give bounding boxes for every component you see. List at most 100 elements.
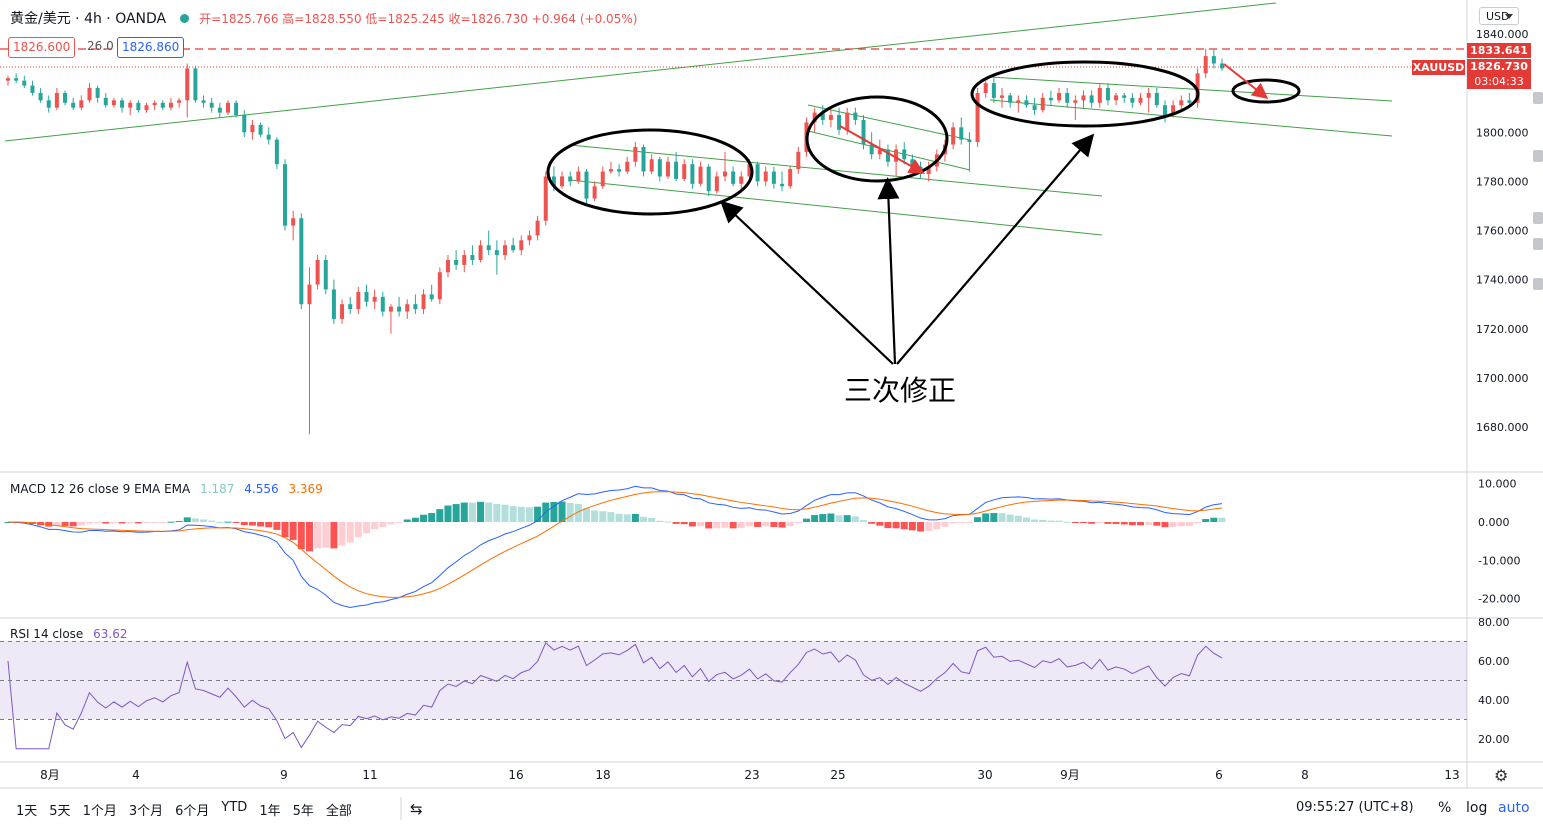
macd-histogram-bar bbox=[664, 521, 672, 523]
macd-histogram-bar bbox=[990, 513, 998, 522]
candle bbox=[1048, 97, 1053, 101]
timeframe-button[interactable]: YTD bbox=[221, 799, 248, 815]
candle bbox=[1130, 97, 1135, 103]
macd-histogram-bar bbox=[762, 522, 770, 527]
highlight-ellipse bbox=[546, 128, 754, 216]
time-tick-label: 23 bbox=[744, 768, 759, 782]
candle bbox=[1154, 92, 1159, 106]
bid-price-box[interactable]: 1826.600 bbox=[8, 37, 76, 58]
settings-gear-icon[interactable]: ⚙ bbox=[1494, 766, 1509, 785]
price-tick-label: 1840.000 bbox=[1476, 28, 1529, 41]
macd-histogram-bar bbox=[1218, 517, 1226, 522]
macd-legend[interactable]: MACD 12 26 close 9 EMA EMA 1.187 4.556 3… bbox=[10, 482, 323, 496]
candle bbox=[315, 259, 320, 285]
candle bbox=[1187, 100, 1192, 103]
candle bbox=[837, 115, 842, 130]
macd-histogram-bar bbox=[379, 522, 387, 528]
candle bbox=[1032, 105, 1037, 111]
macd-histogram-bar bbox=[232, 522, 240, 523]
macd-histogram-bar bbox=[420, 514, 428, 522]
candle bbox=[1097, 88, 1102, 103]
time-tick-label: 30 bbox=[977, 768, 992, 782]
macd-histogram-bar bbox=[876, 522, 884, 526]
spread-value: 26.0 bbox=[87, 39, 114, 53]
candle bbox=[845, 112, 850, 130]
timeframe-button[interactable]: 5天 bbox=[49, 803, 71, 819]
market-status-dot bbox=[180, 13, 190, 23]
candle bbox=[951, 127, 956, 145]
side-marker[interactable] bbox=[1533, 238, 1543, 250]
candle bbox=[535, 220, 540, 236]
candle bbox=[429, 294, 434, 300]
timeframe-button[interactable]: 5年 bbox=[292, 803, 314, 819]
candle bbox=[771, 171, 776, 184]
macd-signal-value: 3.369 bbox=[288, 482, 323, 496]
time-tick-label: 9月 bbox=[1060, 768, 1080, 782]
macd-histogram-bar bbox=[737, 522, 745, 528]
macd-histogram-bar bbox=[827, 513, 835, 522]
time-tick-label: 8 bbox=[1301, 768, 1309, 782]
candle bbox=[739, 176, 744, 184]
price-tick-label: 1720.000 bbox=[1476, 323, 1529, 336]
macd-histogram-bar bbox=[900, 522, 908, 530]
side-marker[interactable] bbox=[1533, 92, 1543, 104]
time-tick-label: 9 bbox=[280, 768, 288, 782]
macd-histogram-bar bbox=[444, 505, 452, 522]
rsi-label: RSI 14 close bbox=[10, 627, 84, 641]
macd-tick-label: 10.000 bbox=[1478, 478, 1517, 491]
side-marker[interactable] bbox=[1533, 278, 1543, 290]
currency-select[interactable]: USD bbox=[1479, 7, 1519, 25]
candle bbox=[560, 176, 565, 187]
macd-histogram-bar bbox=[721, 522, 729, 528]
candle bbox=[120, 100, 125, 108]
candle bbox=[1089, 95, 1094, 103]
candle bbox=[470, 255, 475, 260]
macd-histogram-bar bbox=[94, 522, 102, 524]
candle bbox=[462, 255, 467, 265]
clock[interactable]: 09:55:27 (UTC+8) bbox=[1296, 800, 1414, 815]
macd-histogram-bar bbox=[411, 517, 419, 522]
candle bbox=[397, 306, 402, 312]
timeframe-button[interactable]: 1个月 bbox=[82, 803, 117, 819]
macd-signal-line bbox=[7, 491, 1223, 598]
highlight-ellipse bbox=[1231, 78, 1301, 104]
timeframe-button[interactable]: 1天 bbox=[16, 803, 38, 819]
macd-histogram-bar bbox=[330, 522, 338, 549]
macd-histogram-bar bbox=[387, 522, 395, 525]
macd-histogram-bar bbox=[566, 502, 574, 522]
rsi-line bbox=[7, 641, 1223, 750]
time-tick-label: 25 bbox=[830, 768, 845, 782]
rsi-legend[interactable]: RSI 14 close 63.62 bbox=[10, 627, 128, 641]
side-marker[interactable] bbox=[1533, 150, 1543, 162]
candle bbox=[894, 149, 899, 162]
candle bbox=[592, 186, 597, 199]
ask-price-box[interactable]: 1826.860 bbox=[117, 37, 185, 58]
percent-toggle[interactable]: % bbox=[1438, 800, 1452, 816]
macd-histogram-bar bbox=[794, 522, 802, 524]
candle bbox=[22, 80, 27, 86]
timeframe-button[interactable]: 全部 bbox=[325, 803, 352, 819]
macd-histogram-bar bbox=[61, 522, 69, 526]
timeframe-button[interactable]: 6个月 bbox=[175, 803, 210, 819]
price-tick-label: 1780.000 bbox=[1476, 175, 1529, 188]
macd-histogram-bar bbox=[705, 522, 713, 529]
timeframe-button[interactable]: 1年 bbox=[259, 803, 281, 819]
macd-histogram-bar bbox=[362, 522, 370, 534]
candle bbox=[136, 102, 141, 111]
candle bbox=[242, 115, 247, 133]
symbol-title[interactable]: 黄金/美元 · 4h · OANDA bbox=[10, 11, 167, 27]
macd-histogram-bar bbox=[85, 522, 93, 524]
bottom-toolbar: 1天 5天 1个月 3个月 6个月 YTD 1年 5年 全部 ⇆ bbox=[0, 788, 1543, 830]
macd-histogram-bar bbox=[745, 522, 753, 527]
date-range-icon[interactable]: ⇆ bbox=[410, 800, 423, 818]
macd-histogram-bar bbox=[102, 522, 110, 524]
side-marker[interactable] bbox=[1533, 212, 1543, 224]
macd-hist-value: 1.187 bbox=[200, 482, 235, 496]
candle bbox=[437, 272, 442, 300]
log-toggle[interactable]: log bbox=[1466, 800, 1488, 816]
candle bbox=[665, 161, 670, 177]
macd-histogram-bar bbox=[582, 508, 590, 522]
auto-toggle[interactable]: auto bbox=[1498, 800, 1530, 816]
timeframe-button[interactable]: 3个月 bbox=[128, 803, 164, 819]
